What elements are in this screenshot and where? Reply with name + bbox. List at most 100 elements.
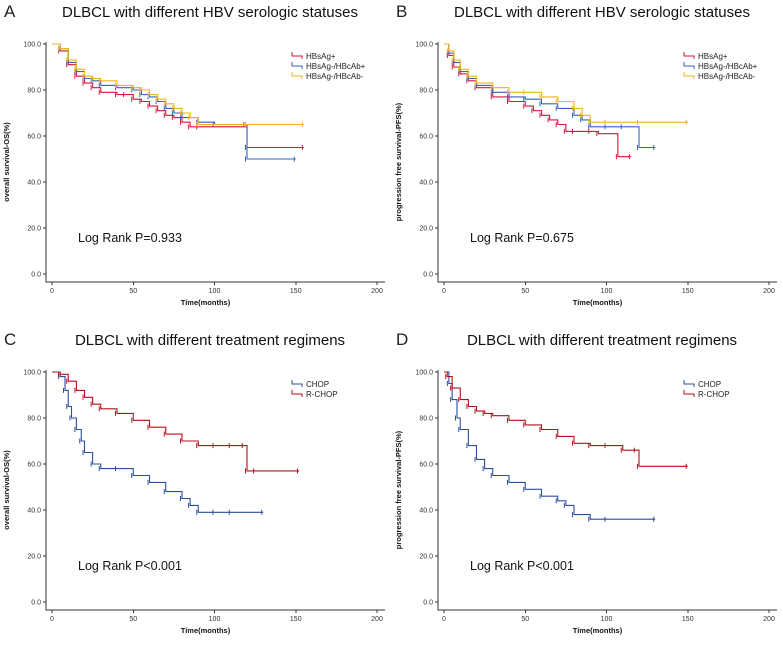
x-tick-label: 150 xyxy=(682,288,694,295)
y-tick-label: 60.0 xyxy=(419,462,433,469)
y-tick-label: 0.0 xyxy=(31,600,41,607)
km-curve-r-chop xyxy=(444,371,688,467)
km-curve-hbsag-hbcab- xyxy=(52,43,304,126)
legend-swatch xyxy=(683,390,695,397)
legend-label: R-CHOP xyxy=(306,390,338,399)
y-axis-label: progression free survival-PFS(%) xyxy=(394,102,403,221)
log-rank-annotation: Log Rank P=0.933 xyxy=(78,231,182,245)
km-curve-r-chop xyxy=(52,371,299,472)
legend-label: HBsAg+ xyxy=(306,52,336,61)
y-tick-label: 80.0 xyxy=(27,88,41,95)
x-axis-label: Time(months) xyxy=(573,298,623,307)
y-tick-label: 60.0 xyxy=(419,134,433,141)
km-curve-hbsag-hbcab- xyxy=(444,43,688,123)
y-axis-label: progression free survival-PFS(%) xyxy=(394,430,403,549)
panel-letter: D xyxy=(396,330,408,349)
y-tick-label: 40.0 xyxy=(27,508,41,515)
x-tick-label: 200 xyxy=(763,288,775,295)
legend-swatch xyxy=(291,72,303,79)
legend-label: HBsAg-/HBcAb- xyxy=(306,72,364,81)
x-tick-label: 100 xyxy=(601,616,613,623)
panel-letter: B xyxy=(396,2,407,21)
y-tick-label: 20.0 xyxy=(27,554,41,561)
km-curve-hbsag- xyxy=(444,43,631,158)
legend-swatch xyxy=(683,52,695,59)
legend-label: HBsAg-/HBcAb- xyxy=(698,72,756,81)
x-axis-label: Time(months) xyxy=(181,298,231,307)
log-rank-annotation: Log Rank P=0.675 xyxy=(470,231,574,245)
km-curve-hbsag-hbcab- xyxy=(444,43,656,149)
y-tick-label: 40.0 xyxy=(419,508,433,515)
y-axis-label: overall survival-OS(%) xyxy=(2,450,11,530)
y-tick-label: 20.0 xyxy=(27,226,41,233)
chart-title: DLBCL with different treatment regimens xyxy=(75,332,345,349)
chart-svg-a: A DLBCL with different HBV serologic stat… xyxy=(2,2,385,307)
y-tick-label: 40.0 xyxy=(27,180,41,187)
legend-label: CHOP xyxy=(306,380,329,389)
log-rank-annotation: Log Rank P<0.001 xyxy=(78,559,182,573)
y-tick-label: 0.0 xyxy=(423,600,433,607)
chart-svg-d: D DLBCL with different treatment regimens… xyxy=(394,330,777,635)
chart-panel-a: A DLBCL with different HBV serologic stat… xyxy=(0,0,391,328)
log-rank-annotation: Log Rank P<0.001 xyxy=(470,559,574,573)
y-tick-label: 60.0 xyxy=(27,462,41,469)
x-tick-label: 150 xyxy=(290,616,302,623)
chart-panel-d: D DLBCL with different treatment regimens… xyxy=(392,328,783,656)
legend-label: HBsAg-/HBcAb+ xyxy=(306,62,366,71)
x-tick-label: 150 xyxy=(682,616,694,623)
x-tick-label: 50 xyxy=(521,288,529,295)
x-tick-label: 0 xyxy=(442,288,446,295)
x-tick-label: 50 xyxy=(129,288,137,295)
x-tick-label: 200 xyxy=(763,616,775,623)
km-curve-chop xyxy=(52,371,264,513)
legend-label: HBsAg+ xyxy=(698,52,728,61)
chart-title: DLBCL with different HBV serologic statu… xyxy=(62,4,358,21)
x-tick-label: 0 xyxy=(50,288,54,295)
legend-swatch xyxy=(683,380,695,387)
x-axis-label: Time(months) xyxy=(573,626,623,635)
legend-label: HBsAg-/HBcAb+ xyxy=(698,62,758,71)
y-tick-label: 80.0 xyxy=(419,416,433,423)
x-tick-label: 50 xyxy=(129,616,137,623)
legend-swatch xyxy=(291,390,303,397)
y-tick-label: 80.0 xyxy=(27,416,41,423)
y-tick-label: 60.0 xyxy=(27,134,41,141)
x-tick-label: 0 xyxy=(442,616,446,623)
km-curve-hbsag-hbcab- xyxy=(52,43,296,160)
axis-frame xyxy=(45,42,385,283)
y-tick-label: 100.0 xyxy=(23,42,41,49)
chart-title: DLBCL with different HBV serologic statu… xyxy=(454,4,750,21)
y-tick-label: 0.0 xyxy=(31,272,41,279)
chart-title: DLBCL with different treatment regimens xyxy=(467,332,737,349)
y-tick-label: 100.0 xyxy=(415,42,433,49)
x-tick-label: 0 xyxy=(50,616,54,623)
km-curve-hbsag- xyxy=(52,43,304,149)
axis-frame xyxy=(437,370,777,611)
panel-letter: A xyxy=(4,2,16,21)
legend-label: CHOP xyxy=(698,380,721,389)
x-tick-label: 50 xyxy=(521,616,529,623)
y-tick-label: 20.0 xyxy=(419,554,433,561)
legend-swatch xyxy=(683,62,695,69)
chart-panel-b: B DLBCL with different HBV serologic stat… xyxy=(392,0,783,328)
legend-label: R-CHOP xyxy=(698,390,730,399)
legend-swatch xyxy=(291,380,303,387)
y-tick-label: 0.0 xyxy=(423,272,433,279)
chart-svg-c: C DLBCL with different treatment regimens… xyxy=(2,330,385,635)
axis-frame xyxy=(45,370,385,611)
y-tick-label: 100.0 xyxy=(23,370,41,377)
y-tick-label: 40.0 xyxy=(419,180,433,187)
x-tick-label: 100 xyxy=(601,288,613,295)
panel-letter: C xyxy=(4,330,16,349)
axis-frame xyxy=(437,42,777,283)
legend-swatch xyxy=(291,62,303,69)
y-axis-label: overall survival-OS(%) xyxy=(2,122,11,202)
y-tick-label: 80.0 xyxy=(419,88,433,95)
km-curve-chop xyxy=(444,371,656,520)
chart-svg-b: B DLBCL with different HBV serologic stat… xyxy=(394,2,777,307)
x-tick-label: 200 xyxy=(371,288,383,295)
x-axis-label: Time(months) xyxy=(181,626,231,635)
legend-swatch xyxy=(683,72,695,79)
y-tick-label: 100.0 xyxy=(415,370,433,377)
chart-panel-c: C DLBCL with different treatment regimens… xyxy=(0,328,391,656)
